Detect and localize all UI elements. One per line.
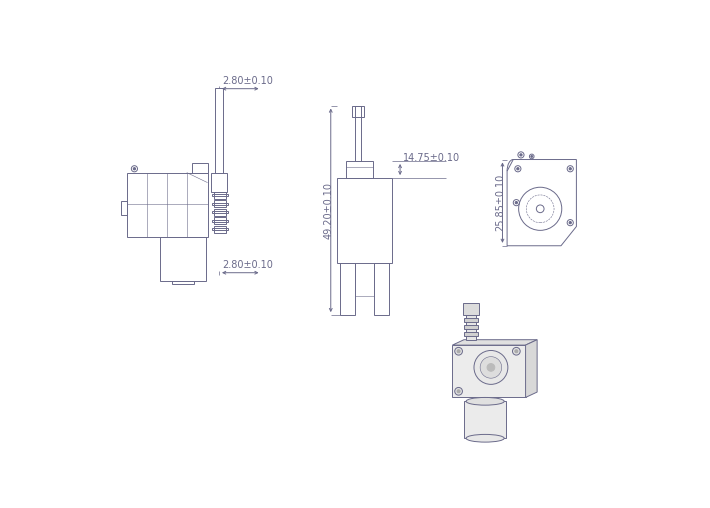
Bar [214,192,226,199]
Bar [463,303,479,315]
Ellipse shape [466,434,504,442]
Bar [464,325,478,329]
Text: 14.75±0.10: 14.75±0.10 [403,153,460,163]
Bar [212,203,228,205]
Bar [212,194,228,197]
Bar [464,401,506,438]
Bar [346,161,373,178]
Bar [214,209,226,216]
Circle shape [515,202,518,204]
Circle shape [569,221,572,224]
Circle shape [457,390,460,393]
Circle shape [474,351,508,385]
Circle shape [133,168,136,170]
Bar [192,163,207,173]
Bar [464,332,478,336]
Bar [172,281,194,284]
Bar [214,200,226,207]
Text: 2.80±0.10: 2.80±0.10 [222,76,273,86]
Circle shape [536,205,544,213]
Polygon shape [452,340,537,345]
Bar [212,173,226,192]
Circle shape [487,364,495,371]
Circle shape [520,154,522,156]
Ellipse shape [466,397,504,405]
Bar [466,305,476,340]
Circle shape [454,388,462,395]
Bar [121,201,128,215]
Bar [212,219,228,222]
Text: 49.20±0.10: 49.20±0.10 [324,182,334,239]
Circle shape [517,168,519,170]
Bar [212,211,228,213]
Bar [126,173,207,237]
Bar [340,263,356,315]
Text: 2.80±0.10: 2.80±0.10 [222,260,273,270]
Bar [212,228,228,230]
Circle shape [480,357,502,378]
Bar [351,106,364,117]
Polygon shape [525,340,537,397]
Circle shape [515,350,518,353]
Bar [452,345,525,397]
Bar [215,88,223,173]
Circle shape [454,347,462,355]
Bar [464,318,478,322]
Text: 25.85±0.10: 25.85±0.10 [496,174,506,231]
Bar [337,178,393,263]
Bar [214,217,226,224]
Bar [354,106,361,161]
Circle shape [531,155,532,157]
Circle shape [513,347,520,355]
Circle shape [457,350,460,353]
Circle shape [569,168,572,170]
Bar [160,237,206,281]
Bar [374,263,389,315]
Bar [214,226,226,233]
